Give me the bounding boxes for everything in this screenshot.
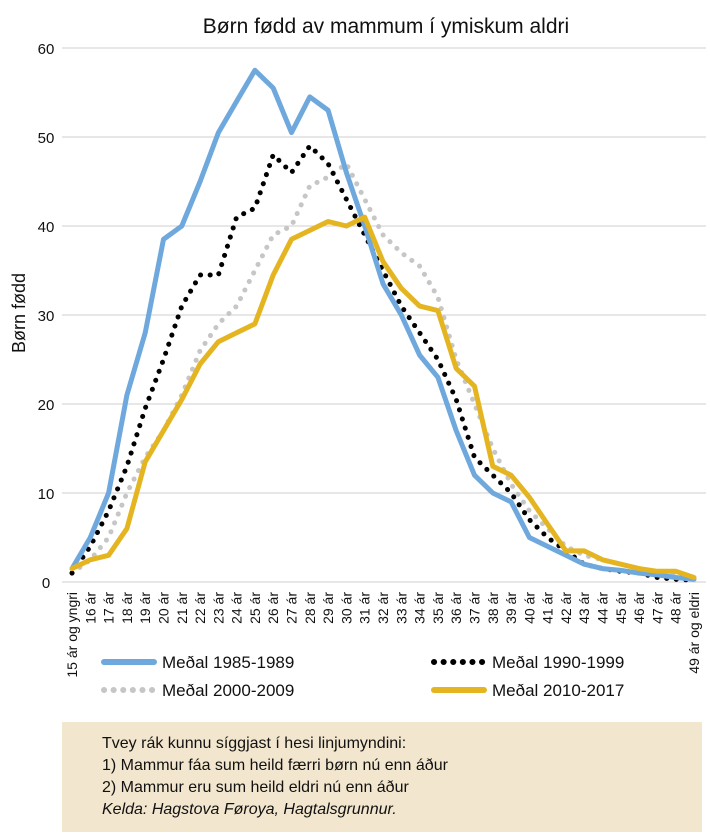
notes-line-1: Tvey rák kunnu síggjast í hesi linjumynd… [102, 735, 407, 752]
x-tick-label: 26 ár [265, 592, 281, 624]
x-tick-label: 25 ár [247, 592, 263, 624]
legend-label-2: Meðal 2000-2009 [162, 681, 294, 700]
x-tick-label: 19 ár [137, 592, 153, 624]
notes-line-2: 1) Mammur fáa sum heild færri børn nú en… [102, 757, 448, 774]
x-tick-label: 46 ár [631, 592, 647, 624]
line-chart: Børn fødd av mammum í ymiskum aldri Børn… [9, 15, 706, 700]
x-tick-label: 24 ár [229, 592, 245, 624]
legend-label-0: Meðal 1985-1989 [162, 653, 294, 672]
x-tick-labels: 15 ár og yngri 16 ár 17 ár 18 ár 19 ár 20 ár 2… [64, 592, 702, 678]
x-tick-label: 17 ár [101, 592, 117, 624]
x-tick-label: 42 ár [558, 592, 574, 624]
legend-label-1: Meðal 1990-1999 [492, 653, 624, 672]
x-tick-label: 48 ár [668, 592, 684, 624]
x-tick-label: 29 ár [320, 592, 336, 624]
y-tick-label: 60 [38, 41, 55, 58]
x-tick-label: 21 ár [174, 592, 190, 624]
notes-box: Tvey rák kunnu síggjast í hesi linjumynd… [62, 722, 702, 832]
x-tick-label: 27 ár [284, 592, 300, 624]
x-tick-label: 44 ár [595, 592, 611, 624]
y-tick-label: 50 [38, 130, 55, 147]
x-tick-label: 37 ár [466, 592, 482, 624]
x-tick-label: 15 ár og yngri [64, 592, 80, 678]
x-tick-label: 31 ár [357, 592, 373, 624]
y-tick-label: 0 [42, 575, 50, 592]
x-tick-label: 41 ár [540, 592, 556, 624]
series-lines [69, 67, 697, 583]
x-tick-label: 30 ár [338, 592, 354, 624]
x-tick-label: 20 ár [155, 592, 171, 624]
y-tick-labels: 0 10 20 30 40 50 60 [38, 41, 55, 592]
gridlines [62, 47, 706, 583]
x-tick-label: 28 ár [302, 592, 318, 624]
legend-label-3: Meðal 2010-2017 [492, 681, 624, 700]
series-line-0 [69, 67, 697, 582]
x-tick-label: 23 ár [210, 592, 226, 624]
x-tick-label: 35 ár [430, 592, 446, 624]
y-tick-label: 30 [38, 308, 55, 325]
y-tick-label: 20 [38, 397, 55, 414]
chart-title: Børn fødd av mammum í ymiskum aldri [203, 15, 569, 38]
series-line-3 [69, 214, 697, 580]
x-tick-label: 38 ár [485, 592, 501, 624]
x-tick-label: 18 ár [119, 592, 135, 624]
notes-line-3: 2) Mammur eru sum heild eldri nú enn áðu… [102, 779, 409, 796]
x-tick-label: 36 ár [448, 592, 464, 624]
x-tick-label: 43 ár [576, 592, 592, 624]
legend: Meðal 1985-1989 Meðal 1990-1999 Meðal 2000… [101, 653, 624, 700]
y-tick-label: 10 [38, 486, 55, 503]
series-line-1 [69, 142, 697, 583]
x-tick-label: 34 ár [412, 592, 428, 624]
series-line-2 [69, 159, 697, 580]
x-tick-label: 16 ár [82, 592, 98, 624]
x-tick-label: 40 ár [521, 592, 537, 624]
x-tick-label: 47 ár [649, 592, 665, 624]
x-tick-label: 32 ár [375, 592, 391, 624]
x-tick-label: 49 ár og eldri [686, 592, 702, 674]
y-tick-label: 40 [38, 219, 55, 236]
y-axis-label: Børn fødd [9, 273, 29, 353]
x-tick-label: 39 ár [503, 592, 519, 624]
x-tick-label: 33 ár [393, 592, 409, 624]
x-tick-label: 45 ár [613, 592, 629, 624]
x-tick-label: 22 ár [192, 592, 208, 624]
notes-source: Kelda: Hagstova Føroya, Hagtalsgrunnur. [102, 801, 397, 818]
